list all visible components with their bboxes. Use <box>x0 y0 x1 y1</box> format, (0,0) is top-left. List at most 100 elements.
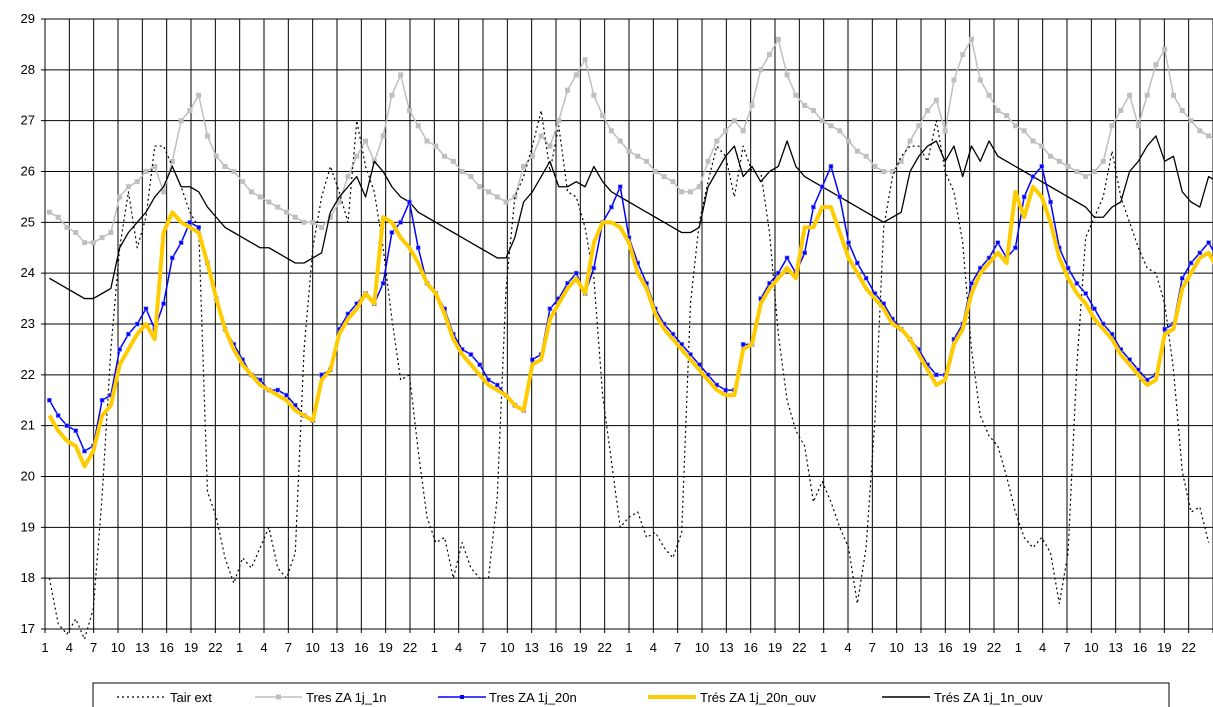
legend-label: Tres ZA 1j_20n <box>489 690 577 705</box>
series-marker <box>99 397 105 403</box>
series-marker <box>977 77 983 83</box>
x-tick-label: 13 <box>719 640 733 655</box>
series-marker <box>152 163 158 169</box>
series-marker <box>477 184 483 190</box>
series-marker <box>591 92 597 98</box>
series-marker <box>679 189 685 195</box>
series-marker <box>275 204 281 210</box>
series-marker <box>1109 123 1115 129</box>
series-marker <box>968 36 974 42</box>
series-marker <box>213 153 219 159</box>
series-marker <box>714 138 720 144</box>
x-tick-label: 19 <box>573 640 587 655</box>
series-marker <box>1118 108 1124 113</box>
series-marker <box>687 189 693 195</box>
x-tick-label: 16 <box>354 640 368 655</box>
series-marker <box>108 230 114 235</box>
series-marker <box>389 230 395 235</box>
series-marker <box>600 113 606 119</box>
y-tick-label: 28 <box>21 62 35 77</box>
series-marker <box>1188 260 1194 266</box>
series-marker <box>73 230 79 235</box>
series-marker <box>556 118 562 124</box>
series-line <box>48 109 1210 640</box>
series-marker <box>758 67 764 73</box>
series-marker <box>134 321 140 327</box>
series-marker <box>1083 291 1088 296</box>
series-group <box>46 36 1213 640</box>
series-marker <box>872 163 878 169</box>
x-tick-label: 4 <box>1039 640 1046 655</box>
x-tick-label: 16 <box>1133 640 1147 655</box>
series-marker <box>723 128 729 134</box>
y-tick-label: 19 <box>21 519 35 534</box>
series-marker <box>1004 113 1010 119</box>
x-tick-label: 7 <box>90 640 97 655</box>
series-marker <box>161 189 167 195</box>
series-marker <box>705 158 711 164</box>
series-marker <box>1030 174 1036 179</box>
series-marker <box>1074 281 1080 286</box>
series-marker <box>1048 199 1053 205</box>
series-marker <box>380 281 386 286</box>
series-marker <box>134 179 140 185</box>
x-tick-label: 10 <box>500 640 514 655</box>
legend-label: Trés ZA 1j_1n_ouv <box>934 690 1043 705</box>
x-tick-label: 22 <box>987 640 1001 655</box>
series-marker <box>661 174 667 180</box>
series-marker <box>363 138 369 144</box>
series-marker <box>117 347 122 352</box>
y-tick-label: 17 <box>21 621 35 636</box>
series-marker <box>1091 169 1097 174</box>
series-marker <box>933 97 939 103</box>
series-marker <box>196 225 201 230</box>
series-marker <box>889 169 895 174</box>
series-marker <box>55 214 61 220</box>
y-tick-label: 29 <box>21 11 35 26</box>
series-marker <box>380 133 386 139</box>
x-tick-label: 16 <box>938 640 952 655</box>
series-marker <box>854 148 860 154</box>
series-marker <box>644 158 650 164</box>
series-marker <box>591 265 597 271</box>
x-tick-label: 13 <box>330 640 344 655</box>
series-marker <box>1179 108 1185 113</box>
y-tick-label: 21 <box>21 418 35 433</box>
series-marker <box>1206 240 1211 245</box>
series-marker <box>407 199 412 205</box>
x-tick-label: 1 <box>625 640 632 655</box>
series-marker <box>143 169 149 174</box>
series-marker <box>521 163 527 169</box>
series-marker <box>1039 143 1045 149</box>
series-marker <box>608 128 614 134</box>
series-marker <box>266 199 272 205</box>
x-tick-label: 7 <box>1063 640 1070 655</box>
series-marker <box>1030 138 1036 144</box>
x-tick-label: 7 <box>479 640 486 655</box>
series-marker <box>819 118 825 124</box>
series-marker <box>178 240 184 245</box>
x-tick-label: 1 <box>431 640 438 655</box>
y-tick-label: 25 <box>21 214 35 229</box>
series-marker <box>1206 133 1212 139</box>
series-marker <box>117 194 123 200</box>
x-tick-label: 16 <box>549 640 563 655</box>
series-marker <box>187 108 193 113</box>
series-marker <box>626 148 632 154</box>
series-marker <box>46 209 52 215</box>
series-marker <box>468 174 474 180</box>
series-marker <box>73 428 79 434</box>
series-marker <box>635 153 641 159</box>
series-marker <box>775 36 781 42</box>
series-marker <box>1021 194 1027 200</box>
series-marker <box>143 306 149 312</box>
series-marker <box>64 423 70 428</box>
series-marker <box>389 92 395 98</box>
series-marker <box>222 163 228 169</box>
series-marker <box>336 199 342 205</box>
y-tick-label: 22 <box>21 367 35 382</box>
series-marker <box>1197 250 1203 256</box>
series-marker <box>257 194 263 200</box>
series-marker <box>169 158 175 164</box>
legend: Tair ext Tres ZA 1j_1n Tres ZA 1j_20n Trés … <box>92 682 1170 707</box>
